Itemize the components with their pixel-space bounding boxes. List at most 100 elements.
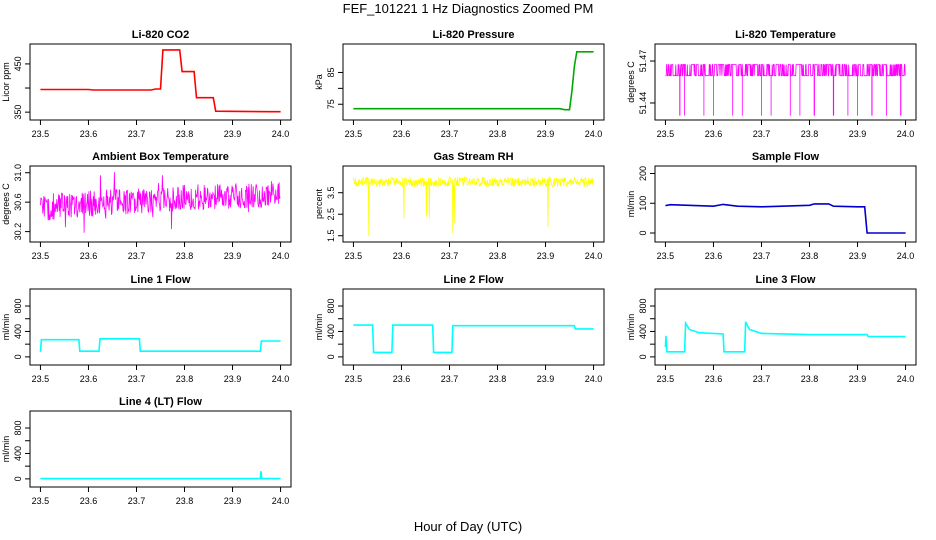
x-tick-label: 23.6: [80, 496, 98, 506]
x-tick-label: 23.6: [393, 129, 411, 139]
panel-title: Line 4 (LT) Flow: [119, 396, 202, 408]
data-series-line: [664, 320, 906, 353]
x-tick-label: 23.7: [128, 374, 146, 384]
x-tick-label: 23.5: [32, 374, 50, 384]
x-tick-label: 23.9: [849, 374, 867, 384]
x-tick-label: 23.5: [657, 374, 675, 384]
x-tick-label: 23.6: [705, 129, 723, 139]
data-series-line: [353, 324, 594, 354]
x-tick-label: 23.9: [849, 129, 867, 139]
panel-title: Line 2 Flow: [444, 274, 504, 286]
plot-frame: [342, 288, 605, 366]
x-tick-label: 24.0: [897, 129, 915, 139]
x-tick-label: 23.7: [441, 251, 459, 261]
data-series-line: [40, 471, 281, 480]
y-tick-label: 800: [13, 421, 23, 436]
y-tick-label: 800: [326, 299, 336, 314]
x-tick-label: 24.0: [585, 374, 603, 384]
x-tick-label: 23.5: [657, 251, 675, 261]
x-tick-label: 24.0: [897, 374, 915, 384]
data-series-line: [665, 64, 906, 116]
x-tick-label: 23.8: [176, 496, 194, 506]
y-axis-label: percent: [314, 188, 324, 219]
y-tick-label: 800: [638, 299, 648, 314]
x-tick-label: 23.5: [32, 496, 50, 506]
x-tick-label: 23.5: [345, 251, 363, 261]
plot-frame: [29, 410, 292, 488]
x-tick-label: 23.9: [849, 251, 867, 261]
y-tick-label: 0: [326, 354, 336, 359]
x-tick-label: 23.9: [537, 251, 555, 261]
y-tick-label: 200: [638, 166, 648, 181]
x-tick-label: 23.5: [657, 129, 675, 139]
panel-5: Gas Stream RH 23.5 23.6 23.7 23.8 23.9 24.0 1.5…: [314, 151, 605, 261]
x-tick-label: 23.5: [345, 374, 363, 384]
y-tick-label: 51.47: [638, 50, 648, 73]
x-tick-label: 23.7: [128, 129, 146, 139]
panel-title: Line 3 Flow: [756, 274, 816, 286]
y-tick-label: 2.5: [326, 208, 336, 221]
data-series-line: [665, 203, 906, 234]
panel-10: Line 4 (LT) Flow 23.5 23.6 23.7 23.8 23.9 24.0…: [1, 396, 292, 506]
panel-1: Li-820 CO2 23.5 23.6 23.7 23.8 23.9 24.0 350 450…: [1, 29, 292, 139]
x-tick-label: 23.5: [32, 251, 50, 261]
y-tick-label: 400: [326, 324, 336, 339]
x-tick-label: 23.7: [441, 374, 459, 384]
x-tick-label: 23.5: [32, 129, 50, 139]
y-axis-label: ml/min: [626, 191, 636, 218]
panel-title: Sample Flow: [752, 151, 820, 163]
x-tick-label: 23.6: [393, 374, 411, 384]
panel-title: Li-820 Temperature: [735, 29, 836, 41]
panel-6: Sample Flow 23.5 23.6 23.7 23.8 23.9 24.0 0 100 2…: [626, 151, 917, 261]
y-tick-label: 75: [326, 99, 336, 109]
x-tick-label: 23.8: [801, 129, 819, 139]
x-tick-label: 23.6: [80, 251, 98, 261]
x-tick-label: 23.7: [753, 251, 771, 261]
data-series-line: [353, 51, 594, 111]
y-axis-label: ml/min: [1, 314, 11, 341]
x-tick-label: 23.6: [80, 129, 98, 139]
x-tick-label: 23.9: [537, 374, 555, 384]
plot-frame: [29, 288, 292, 366]
x-tick-label: 24.0: [272, 374, 290, 384]
panel-9: Line 3 Flow 23.5 23.6 23.7 23.8 23.9 24.0 0 400 8…: [626, 274, 917, 384]
x-tick-label: 23.8: [176, 374, 194, 384]
data-series-line: [39, 338, 281, 352]
y-tick-label: 85: [326, 67, 336, 77]
y-tick-label: 400: [13, 446, 23, 461]
panel-title: Ambient Box Temperature: [92, 151, 229, 163]
plot-frame: [654, 288, 917, 366]
y-tick-label: 400: [638, 324, 648, 339]
y-axis-label: Licor ppm: [1, 62, 11, 102]
x-tick-label: 24.0: [585, 251, 603, 261]
x-tick-label: 24.0: [272, 251, 290, 261]
panel-2: Li-820 Pressure 23.5 23.6 23.7 23.8 23.9 24.0 7…: [314, 29, 605, 139]
x-tick-label: 23.8: [801, 251, 819, 261]
x-tick-label: 23.9: [224, 129, 242, 139]
x-tick-label: 23.9: [224, 251, 242, 261]
x-tick-label: 23.9: [224, 496, 242, 506]
x-tick-label: 24.0: [897, 251, 915, 261]
y-tick-label: 400: [13, 324, 23, 339]
panel-7: Line 1 Flow 23.5 23.6 23.7 23.8 23.9 24.0 0 400 8…: [1, 274, 292, 384]
x-tick-label: 23.7: [441, 129, 459, 139]
x-tick-label: 23.9: [224, 374, 242, 384]
x-tick-label: 23.8: [176, 251, 194, 261]
x-tick-label: 23.7: [128, 496, 146, 506]
x-tick-label: 23.7: [753, 129, 771, 139]
y-axis-label: ml/min: [626, 314, 636, 341]
x-tick-label: 23.6: [705, 251, 723, 261]
panel-8: Line 2 Flow 23.5 23.6 23.7 23.8 23.9 24.0 0 400 8…: [314, 274, 605, 384]
y-axis-label: ml/min: [314, 314, 324, 341]
y-tick-label: 1.5: [326, 229, 336, 242]
data-series-line: [40, 172, 281, 233]
figure-x-axis-label: Hour of Day (UTC): [414, 519, 522, 534]
plot-frame: [654, 43, 917, 121]
panel-title: Li-820 CO2: [132, 29, 189, 41]
x-tick-label: 23.8: [489, 251, 507, 261]
x-tick-label: 23.8: [489, 374, 507, 384]
x-tick-label: 23.6: [393, 251, 411, 261]
y-tick-label: 30.2: [13, 223, 23, 241]
panel-title: Line 1 Flow: [131, 274, 191, 286]
